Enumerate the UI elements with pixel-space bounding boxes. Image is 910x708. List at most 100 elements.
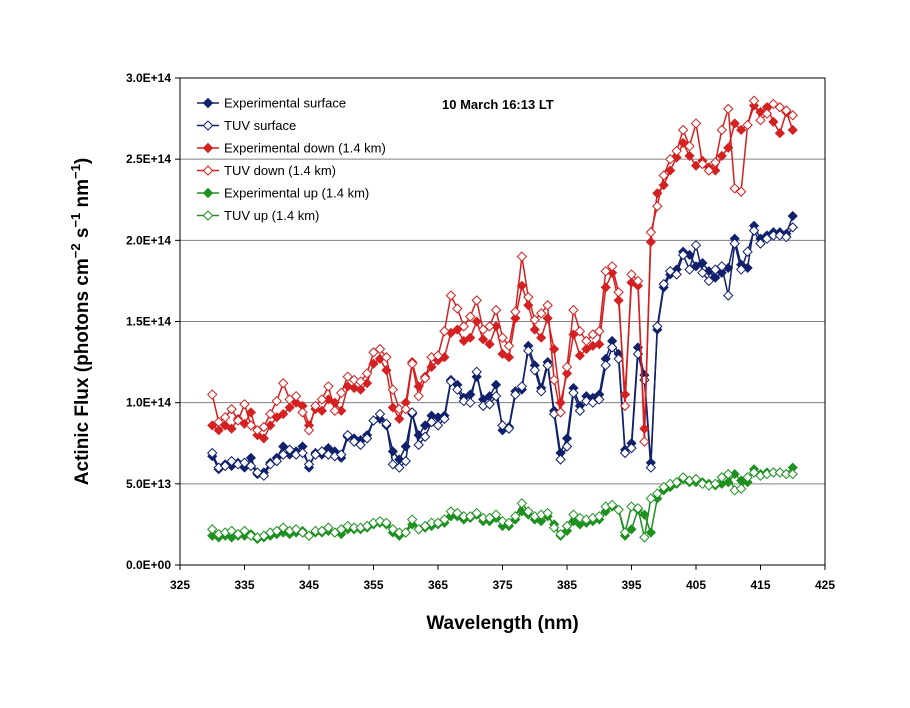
data-point xyxy=(303,425,315,436)
data-point xyxy=(484,339,495,350)
x-tick-label: 405 xyxy=(686,578,706,592)
data-point xyxy=(658,170,669,181)
data-point xyxy=(690,239,702,251)
legend-label: Experimental surface xyxy=(224,96,346,111)
data-point xyxy=(355,376,366,387)
legend-label: Experimental up (1.4 km) xyxy=(224,186,369,201)
data-point xyxy=(516,498,528,509)
data-point xyxy=(787,124,798,136)
data-point xyxy=(748,95,760,106)
series-tuv-up-1-4-km xyxy=(207,468,798,543)
data-point xyxy=(510,511,521,522)
x-axis-ticks: 325 335 345 355 365 375 385 395 405 415 425 xyxy=(170,565,835,592)
data-point xyxy=(729,118,740,129)
data-point xyxy=(632,275,644,287)
data-point xyxy=(510,306,521,317)
series-tuv-down-1-4-km xyxy=(208,95,798,447)
legend-item: Experimental up (1.4 km) xyxy=(197,186,369,201)
data-point xyxy=(439,413,450,425)
data-point xyxy=(529,364,540,376)
data-point xyxy=(394,413,405,424)
data-point xyxy=(303,530,315,541)
data-point xyxy=(381,517,392,529)
data-point xyxy=(207,524,218,535)
data-point xyxy=(684,140,695,152)
data-point xyxy=(729,183,740,194)
data-point xyxy=(594,339,605,350)
data-point xyxy=(742,246,753,257)
data-point xyxy=(387,524,399,535)
data-point xyxy=(548,522,560,533)
data-point xyxy=(703,165,715,176)
data-point xyxy=(555,454,566,465)
series-group xyxy=(207,95,798,545)
data-point xyxy=(336,387,347,399)
data-point xyxy=(652,321,663,332)
data-point xyxy=(542,360,553,371)
data-point xyxy=(219,412,231,423)
data-point xyxy=(490,509,502,520)
data-point xyxy=(594,511,605,522)
data-point xyxy=(619,527,631,538)
data-point xyxy=(781,105,792,116)
data-point xyxy=(478,334,489,345)
legend-swatch-marker xyxy=(202,120,214,131)
y-tick-label: 3.0E+14 xyxy=(126,71,171,85)
data-point xyxy=(381,352,392,363)
data-point xyxy=(761,108,773,119)
series-line xyxy=(211,215,794,475)
data-point xyxy=(484,399,495,410)
y-axis-title: Actinic Flux (photons cm−2 s−1 nm−1) xyxy=(68,158,93,485)
data-point xyxy=(400,455,411,467)
data-point xyxy=(535,386,547,397)
data-point xyxy=(348,436,360,447)
legend-item: TUV surface xyxy=(197,118,296,133)
data-point xyxy=(465,332,476,343)
x-tick-label: 365 xyxy=(428,578,448,592)
data-point xyxy=(594,394,605,405)
data-point xyxy=(239,399,250,410)
data-point xyxy=(374,408,386,420)
data-point xyxy=(523,506,534,517)
data-point xyxy=(413,390,424,402)
data-point xyxy=(768,116,779,127)
data-point xyxy=(271,455,282,467)
data-point xyxy=(684,150,695,161)
y-axis-title-exp2: −1 xyxy=(68,213,83,228)
data-point xyxy=(568,304,579,316)
data-point xyxy=(645,227,657,238)
data-point xyxy=(439,514,450,525)
data-point xyxy=(329,405,341,416)
data-point xyxy=(613,287,624,298)
data-point xyxy=(529,314,540,326)
data-point xyxy=(277,377,289,389)
legend-swatch-marker xyxy=(202,165,214,176)
data-point xyxy=(503,352,515,363)
x-tick-label: 425 xyxy=(815,578,835,592)
data-point xyxy=(516,251,528,262)
data-point xyxy=(265,408,276,420)
data-point xyxy=(671,477,682,488)
data-point xyxy=(336,449,347,460)
data-point xyxy=(445,290,457,301)
data-point xyxy=(626,442,637,454)
legend-item: TUV down (1.4 km) xyxy=(197,163,336,178)
data-point xyxy=(787,468,798,480)
data-point xyxy=(368,415,379,426)
data-point xyxy=(471,316,482,327)
data-point xyxy=(400,441,411,452)
data-point xyxy=(755,114,766,126)
data-point xyxy=(606,342,618,353)
y-tick-label: 0.0E+00 xyxy=(126,558,171,572)
data-point xyxy=(697,158,708,170)
data-point xyxy=(542,313,553,324)
data-point xyxy=(239,525,250,537)
legend-swatch-marker xyxy=(202,142,214,154)
data-point xyxy=(432,350,444,361)
data-point xyxy=(284,402,295,413)
data-point xyxy=(536,516,547,527)
data-point xyxy=(458,335,469,347)
data-point xyxy=(581,335,592,347)
data-point xyxy=(671,269,682,280)
data-point xyxy=(600,265,611,277)
